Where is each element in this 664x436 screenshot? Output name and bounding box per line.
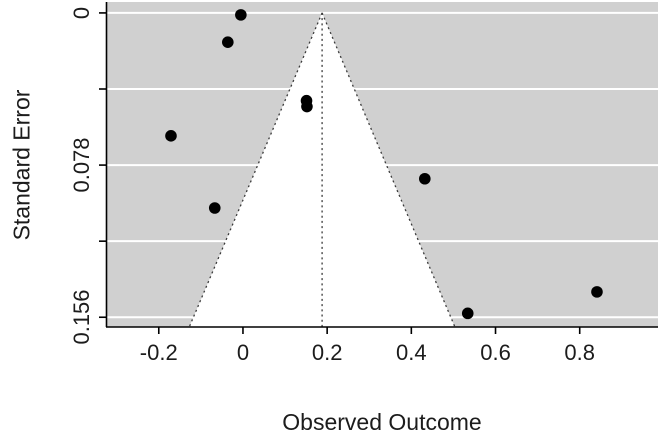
x-tick-label: 0 (236, 340, 250, 365)
x-tick-label: 0.2 (311, 340, 343, 365)
data-point (461, 307, 474, 320)
y-tick-label: 0.078 (69, 137, 94, 193)
x-tick-label: 0.4 (396, 340, 427, 365)
data-point (591, 286, 603, 298)
data-point (301, 100, 313, 113)
data-point (222, 36, 234, 48)
data-point (235, 9, 247, 21)
x-axis-title: Observed Outcome (282, 409, 482, 435)
x-tick-label: 0.8 (564, 340, 595, 365)
y-axis-title: Standard Error (8, 89, 35, 241)
data-point (208, 202, 221, 214)
y-tick-label: 0.156 (69, 289, 94, 345)
data-point (165, 130, 177, 142)
y-tick-label: 0 (69, 6, 94, 20)
x-tick-label: -0.2 (139, 340, 178, 365)
data-point (419, 172, 431, 185)
x-tick-label: 0.6 (480, 340, 511, 365)
